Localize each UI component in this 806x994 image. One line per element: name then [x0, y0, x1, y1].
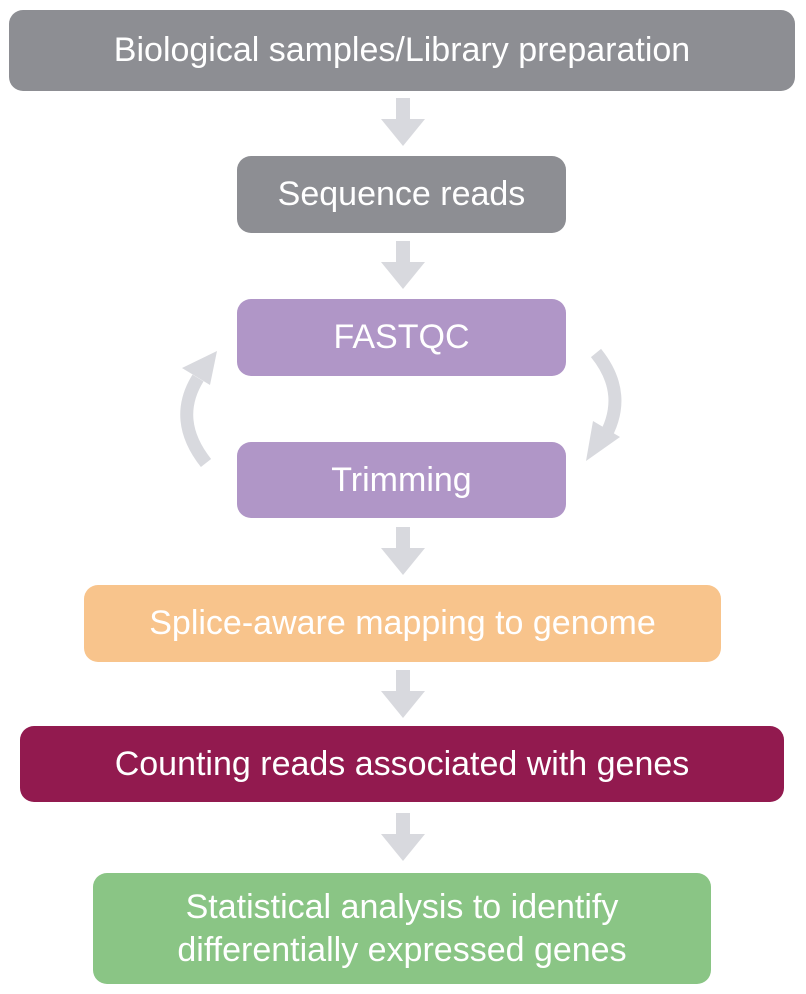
step-fastqc: FASTQC	[237, 299, 566, 376]
step-counting: Counting reads associated with genes	[20, 726, 784, 802]
step-trimming: Trimming	[237, 442, 566, 518]
step-mapping: Splice-aware mapping to genome	[84, 585, 721, 662]
step-label: Splice-aware mapping to genome	[149, 604, 656, 642]
cycle-arrow-left-icon	[180, 351, 217, 468]
step-label: Counting reads associated with genes	[114, 744, 690, 783]
down-arrow-icon	[381, 241, 425, 289]
cycle-arrow-right-icon	[586, 348, 622, 461]
down-arrow-icon	[381, 670, 425, 718]
down-arrow-icon	[381, 527, 425, 575]
step-sequence-reads: Sequence reads	[237, 156, 566, 233]
down-arrow-icon	[381, 813, 425, 861]
step-library-preparation: Biological samples/Library preparation	[9, 10, 795, 91]
step-label: Biological samples/Library preparation	[113, 31, 691, 69]
step-label: Statistical analysis to identify differe…	[177, 887, 627, 969]
step-label: FASTQC	[333, 318, 470, 356]
step-statistical-analysis: Statistical analysis to identify differe…	[93, 873, 711, 984]
step-label: Sequence reads	[277, 175, 526, 213]
step-label: Trimming	[331, 460, 472, 499]
down-arrow-icon	[381, 98, 425, 146]
